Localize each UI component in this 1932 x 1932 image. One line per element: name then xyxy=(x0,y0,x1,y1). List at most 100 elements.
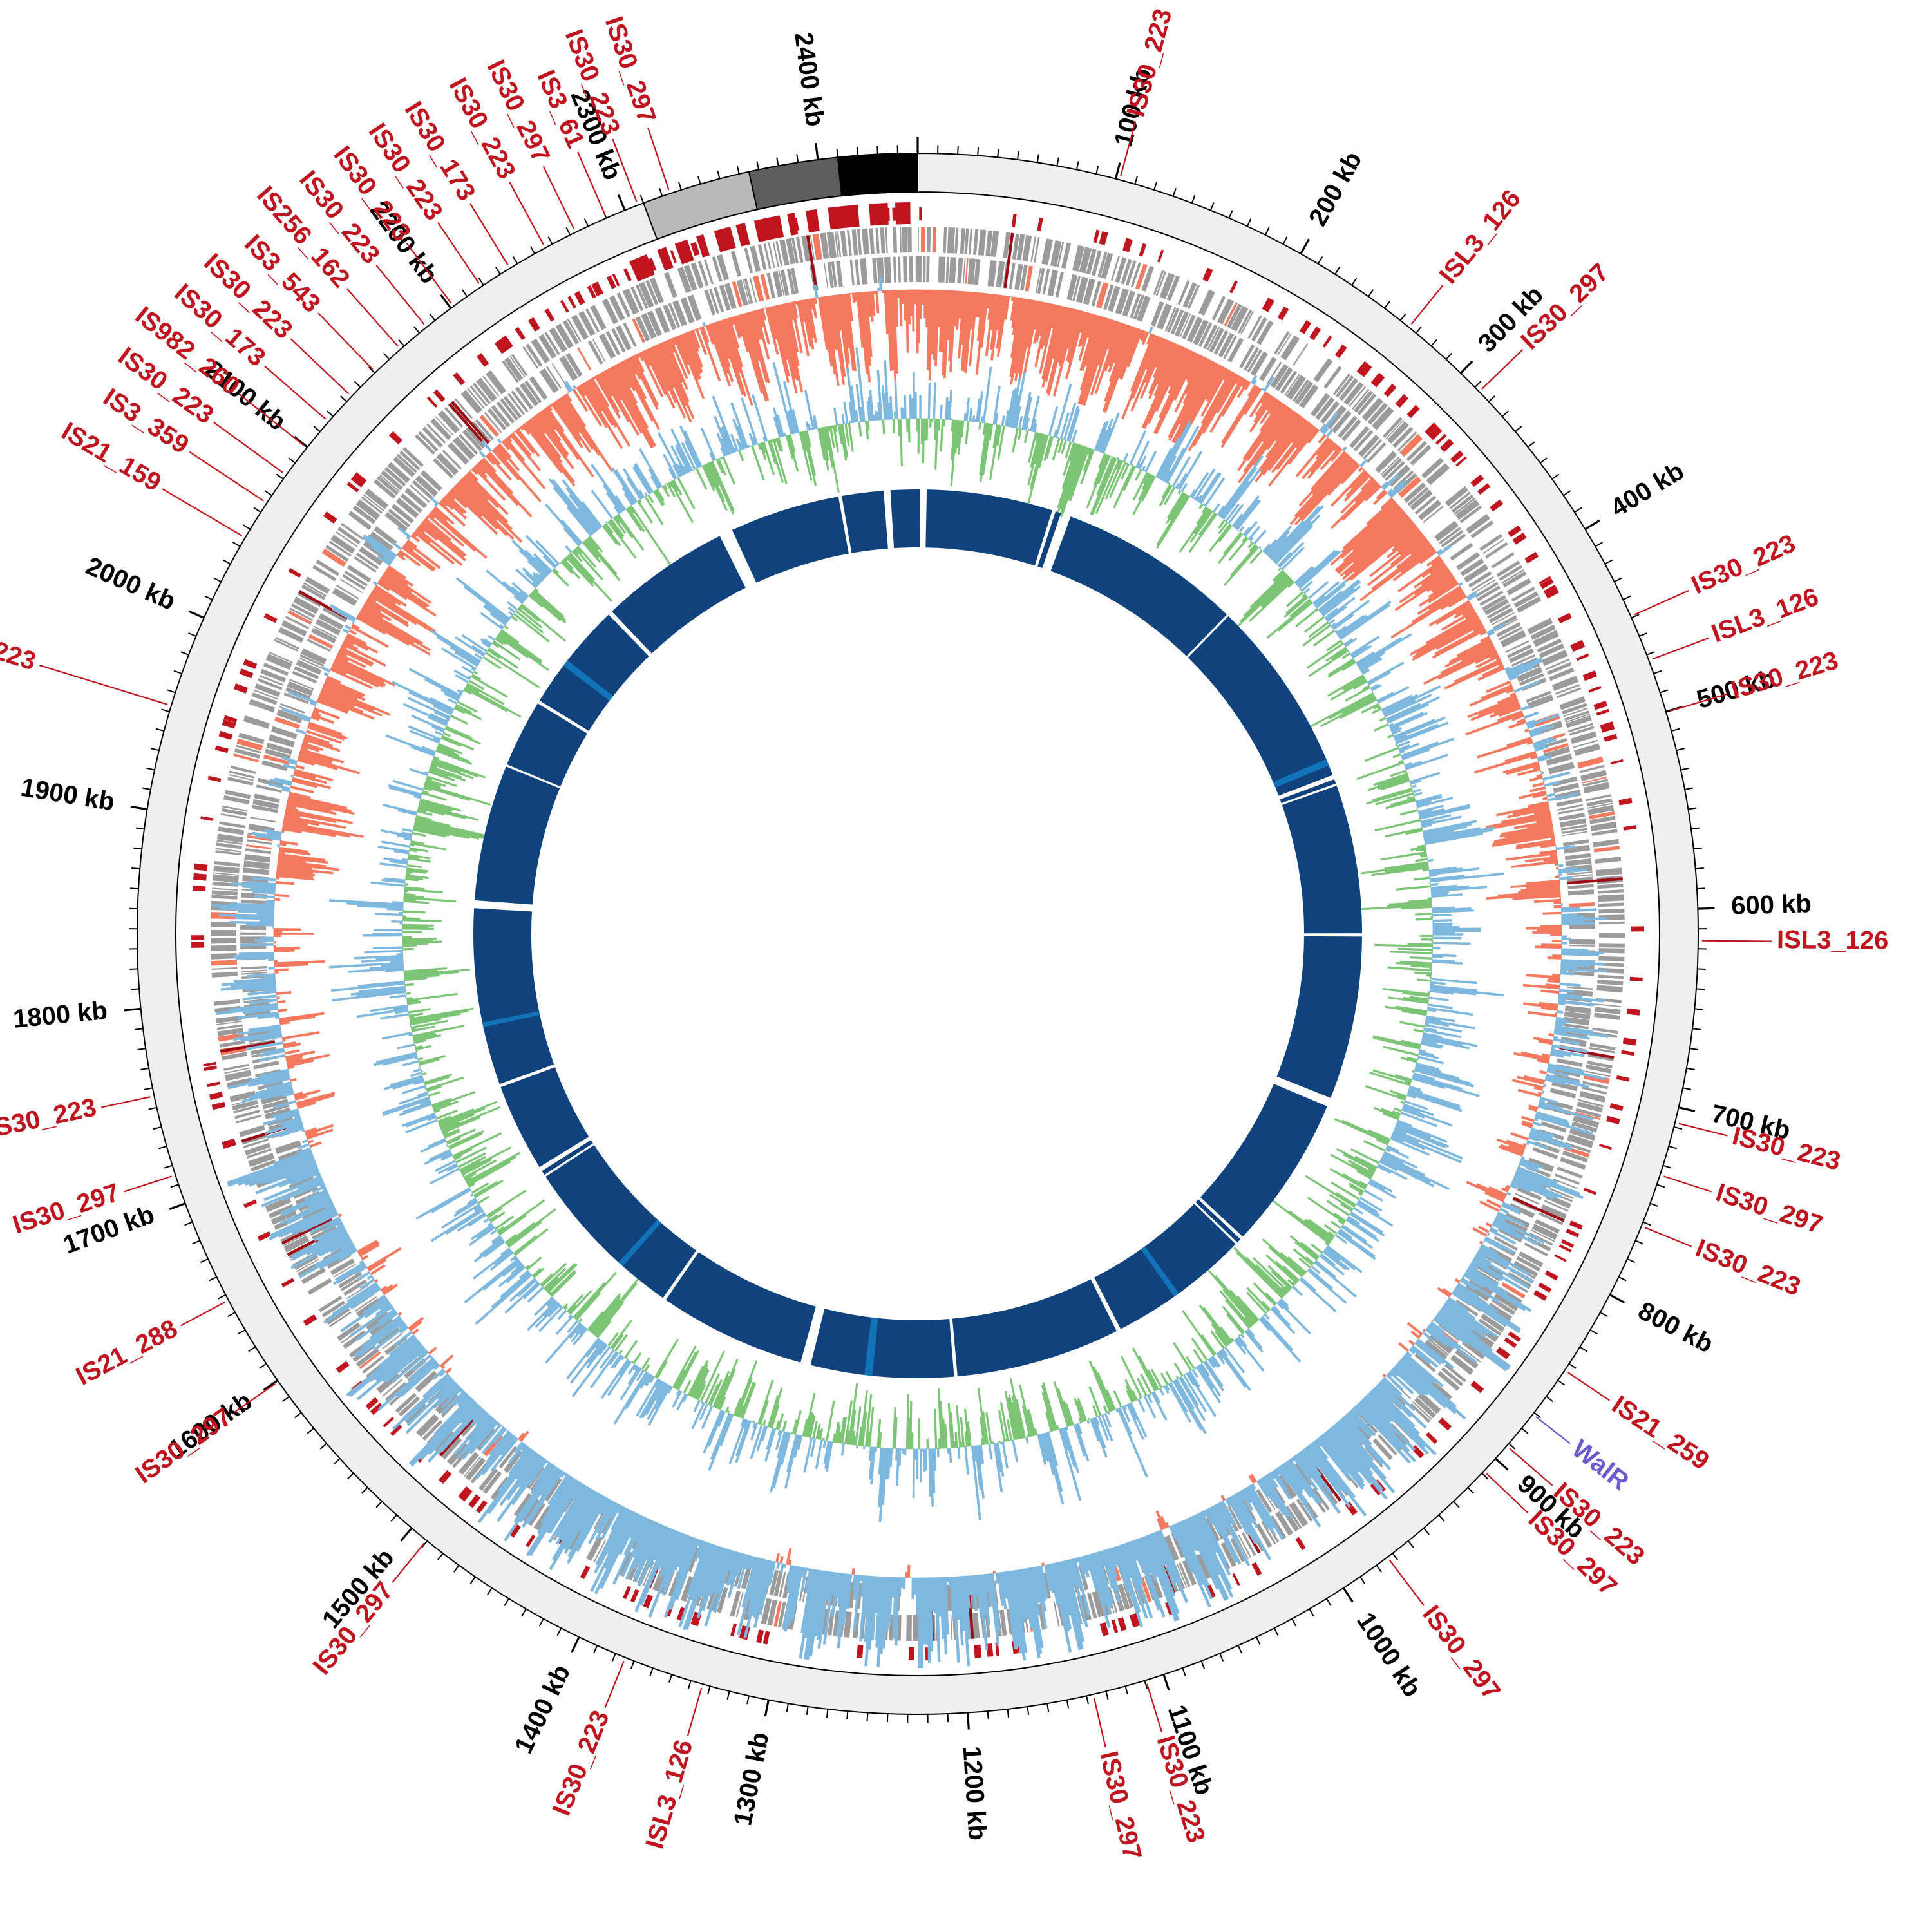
cds-feature xyxy=(1498,626,1523,641)
cds-feature xyxy=(223,1063,250,1071)
cds-feature xyxy=(1575,1108,1602,1118)
cds-feature xyxy=(1247,315,1262,339)
cds-feature xyxy=(226,1077,253,1088)
is-marker-tick xyxy=(1037,217,1043,231)
ruler-minor-tick xyxy=(1326,1598,1332,1606)
cds-feature xyxy=(1211,296,1226,321)
cds-feature xyxy=(562,320,580,345)
callout-leader-line xyxy=(406,243,452,304)
cds-feature xyxy=(263,1104,290,1114)
cds-feature xyxy=(893,256,897,283)
cds-feature xyxy=(1595,1007,1621,1015)
cds-feature xyxy=(1482,538,1505,554)
cds-feature xyxy=(487,408,507,431)
callout-leader-line xyxy=(1678,1122,1728,1137)
cds-feature xyxy=(963,258,966,284)
is-marker-tick xyxy=(239,668,254,679)
ruler-major-tick xyxy=(1460,360,1473,374)
cds-highlight xyxy=(451,401,490,444)
ruler-minor-tick xyxy=(504,1598,509,1606)
ruler-minor-tick xyxy=(478,278,484,286)
cds-feature xyxy=(1057,242,1065,267)
cds-feature xyxy=(1255,1523,1273,1548)
callout-leader-line xyxy=(1120,121,1137,176)
cds-feature xyxy=(1175,311,1189,337)
cds-feature xyxy=(1087,1593,1097,1619)
ruler-minor-tick xyxy=(1075,161,1079,170)
cds-feature xyxy=(1551,776,1578,787)
cds-feature xyxy=(1444,486,1469,507)
cds-feature xyxy=(341,522,364,540)
cds-feature xyxy=(1459,505,1482,524)
cds-feature xyxy=(1558,812,1586,821)
is-marker-tick xyxy=(730,1623,737,1637)
cds-feature xyxy=(1596,985,1623,993)
callout-leader-line xyxy=(612,138,638,202)
is-marker-tick xyxy=(1129,1614,1138,1628)
is-marker-tick xyxy=(1571,641,1586,652)
ruler-minor-tick xyxy=(248,1346,256,1352)
is-marker-tick xyxy=(623,268,632,282)
cds-feature xyxy=(1292,379,1309,402)
is-marker-tick xyxy=(288,567,301,578)
cds-feature xyxy=(668,303,681,328)
cds-feature xyxy=(236,1114,261,1124)
is-marker-tick xyxy=(223,715,238,723)
cds-feature xyxy=(1277,333,1292,356)
cds-feature xyxy=(216,1021,242,1025)
is-marker-tick xyxy=(974,1645,978,1658)
ruler-minor-tick xyxy=(368,366,375,374)
cds-feature xyxy=(1539,1212,1564,1226)
cds-feature xyxy=(578,310,596,336)
cds-feature xyxy=(402,446,424,468)
cds-feature xyxy=(214,1005,241,1013)
cds-feature xyxy=(1108,1587,1118,1613)
ruler-minor-tick xyxy=(1066,1700,1070,1709)
is-marker-tick xyxy=(203,1061,216,1067)
ruler-minor-tick xyxy=(421,1540,428,1548)
ruler-minor-tick xyxy=(170,1184,179,1188)
ruler-minor-tick xyxy=(1334,267,1340,275)
cds-feature xyxy=(1527,618,1553,635)
cds-feature xyxy=(860,258,868,285)
ruler-minor-tick xyxy=(134,1028,144,1030)
cds-feature xyxy=(946,1584,952,1611)
ruler-minor-tick xyxy=(354,381,361,388)
cds-feature xyxy=(422,1419,443,1441)
cds-feature xyxy=(365,488,389,509)
is-marker-tick xyxy=(995,1642,999,1656)
cds-feature xyxy=(812,233,822,260)
cds-feature xyxy=(1235,1535,1249,1560)
is-marker-tick xyxy=(475,1500,488,1513)
cds-feature xyxy=(1130,262,1141,288)
is-marker-tick xyxy=(1557,612,1572,624)
cds-feature xyxy=(344,570,368,587)
cds-feature xyxy=(1450,542,1473,561)
cds-feature xyxy=(1592,1027,1618,1034)
cds-feature xyxy=(1567,884,1594,889)
cds-feature xyxy=(884,256,891,283)
cds-feature xyxy=(1341,419,1361,442)
ruler-minor-tick xyxy=(1359,1576,1366,1584)
cds-feature xyxy=(1553,782,1580,793)
cds-feature xyxy=(1096,282,1109,308)
is-marker-tick xyxy=(1593,700,1608,710)
ruler-minor-tick xyxy=(200,1258,209,1264)
ruler-minor-tick xyxy=(1682,1087,1692,1090)
cds-feature xyxy=(1579,764,1605,773)
cds-feature xyxy=(716,254,730,281)
ruler-major-tick xyxy=(571,1636,580,1653)
is-marker-tick xyxy=(1157,249,1164,263)
ruler-minor-tick xyxy=(947,1714,949,1723)
ruler-major-tick xyxy=(1698,907,1715,910)
cds-feature xyxy=(1564,853,1591,860)
cds-feature xyxy=(1593,846,1620,853)
is-marker-tick xyxy=(623,1586,632,1600)
cds-feature xyxy=(1349,426,1370,449)
cds-feature xyxy=(1598,948,1625,954)
cds-feature xyxy=(1439,527,1461,545)
cds-feature xyxy=(1531,1229,1555,1242)
is-cluster-block xyxy=(869,202,889,226)
cds-feature xyxy=(907,227,912,253)
cds-feature xyxy=(1182,314,1196,340)
